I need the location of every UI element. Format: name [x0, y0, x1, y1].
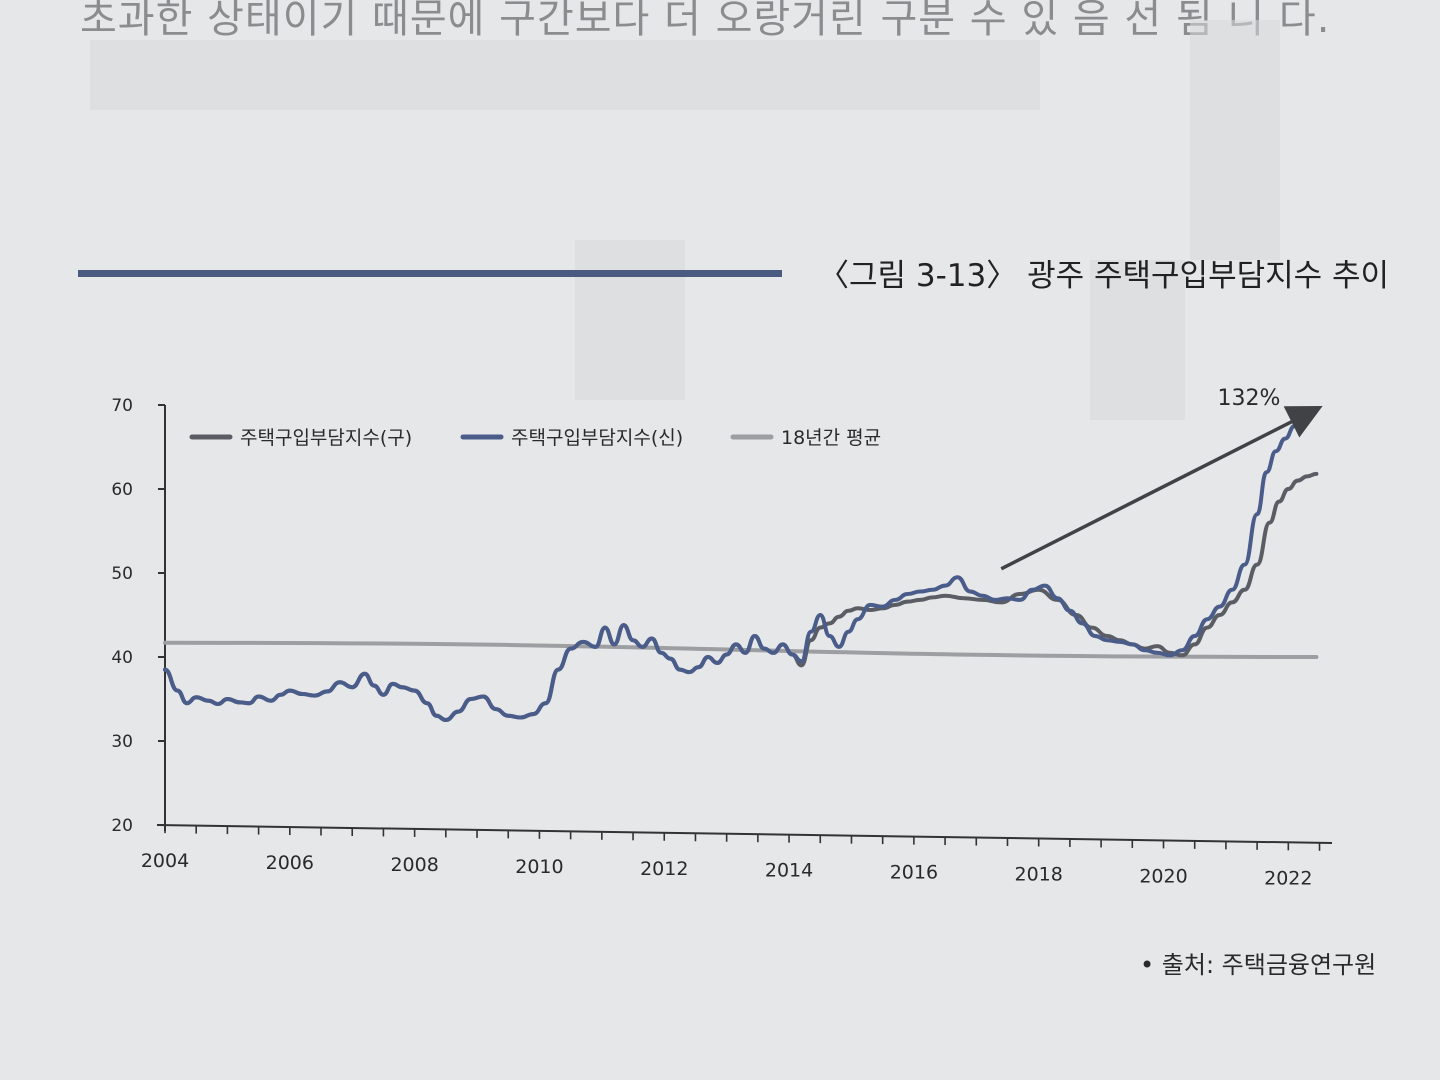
y-tick-label: 40 — [111, 648, 133, 668]
y-tick-label: 20 — [111, 816, 133, 836]
x-tick-label: 2022 — [1264, 867, 1312, 889]
x-tick-label: 2020 — [1139, 865, 1187, 887]
bleed-through-shadow — [1090, 260, 1185, 420]
series-line — [163, 413, 1306, 722]
x-axis-line — [156, 824, 1333, 844]
legend-label: 18년간 평균 — [781, 427, 881, 449]
source-note: • 출처: 주택금융연구원 — [1140, 951, 1377, 979]
y-tick-label: 60 — [111, 480, 133, 500]
legend-label: 주택구입부담지수(구) — [240, 427, 412, 449]
legend-label: 주택구입부담지수(신) — [511, 427, 683, 449]
x-tick-label: 2012 — [640, 858, 688, 880]
x-tick-label: 2018 — [1015, 864, 1063, 886]
x-tick-label: 2014 — [765, 860, 813, 882]
bleed-through-shadow — [90, 40, 1040, 110]
y-tick-label: 50 — [111, 564, 133, 584]
bleed-through-shadow — [1190, 20, 1280, 260]
bleed-through-shadow — [575, 240, 685, 400]
figure-header-rule — [78, 270, 782, 277]
annotation-arrow — [1000, 406, 1323, 571]
figure-title: 〈그림 3-13〉 광주 주택구입부담지수 추이 — [818, 258, 1390, 294]
annotation-label: 132% — [1217, 386, 1280, 411]
x-tick-label: 2016 — [890, 862, 938, 884]
body-text-line: 초과한 상태이기 때문에 구간보다 더 오랑거린 구분 수 있 음 선 됨 니 … — [80, 0, 1331, 42]
x-tick-label: 2010 — [515, 856, 563, 878]
y-tick-label: 70 — [111, 396, 133, 416]
x-tick-label: 2006 — [266, 852, 314, 874]
x-tick-label: 2008 — [390, 854, 438, 876]
y-tick-label: 30 — [111, 732, 133, 752]
x-tick-label: 2004 — [141, 850, 189, 872]
